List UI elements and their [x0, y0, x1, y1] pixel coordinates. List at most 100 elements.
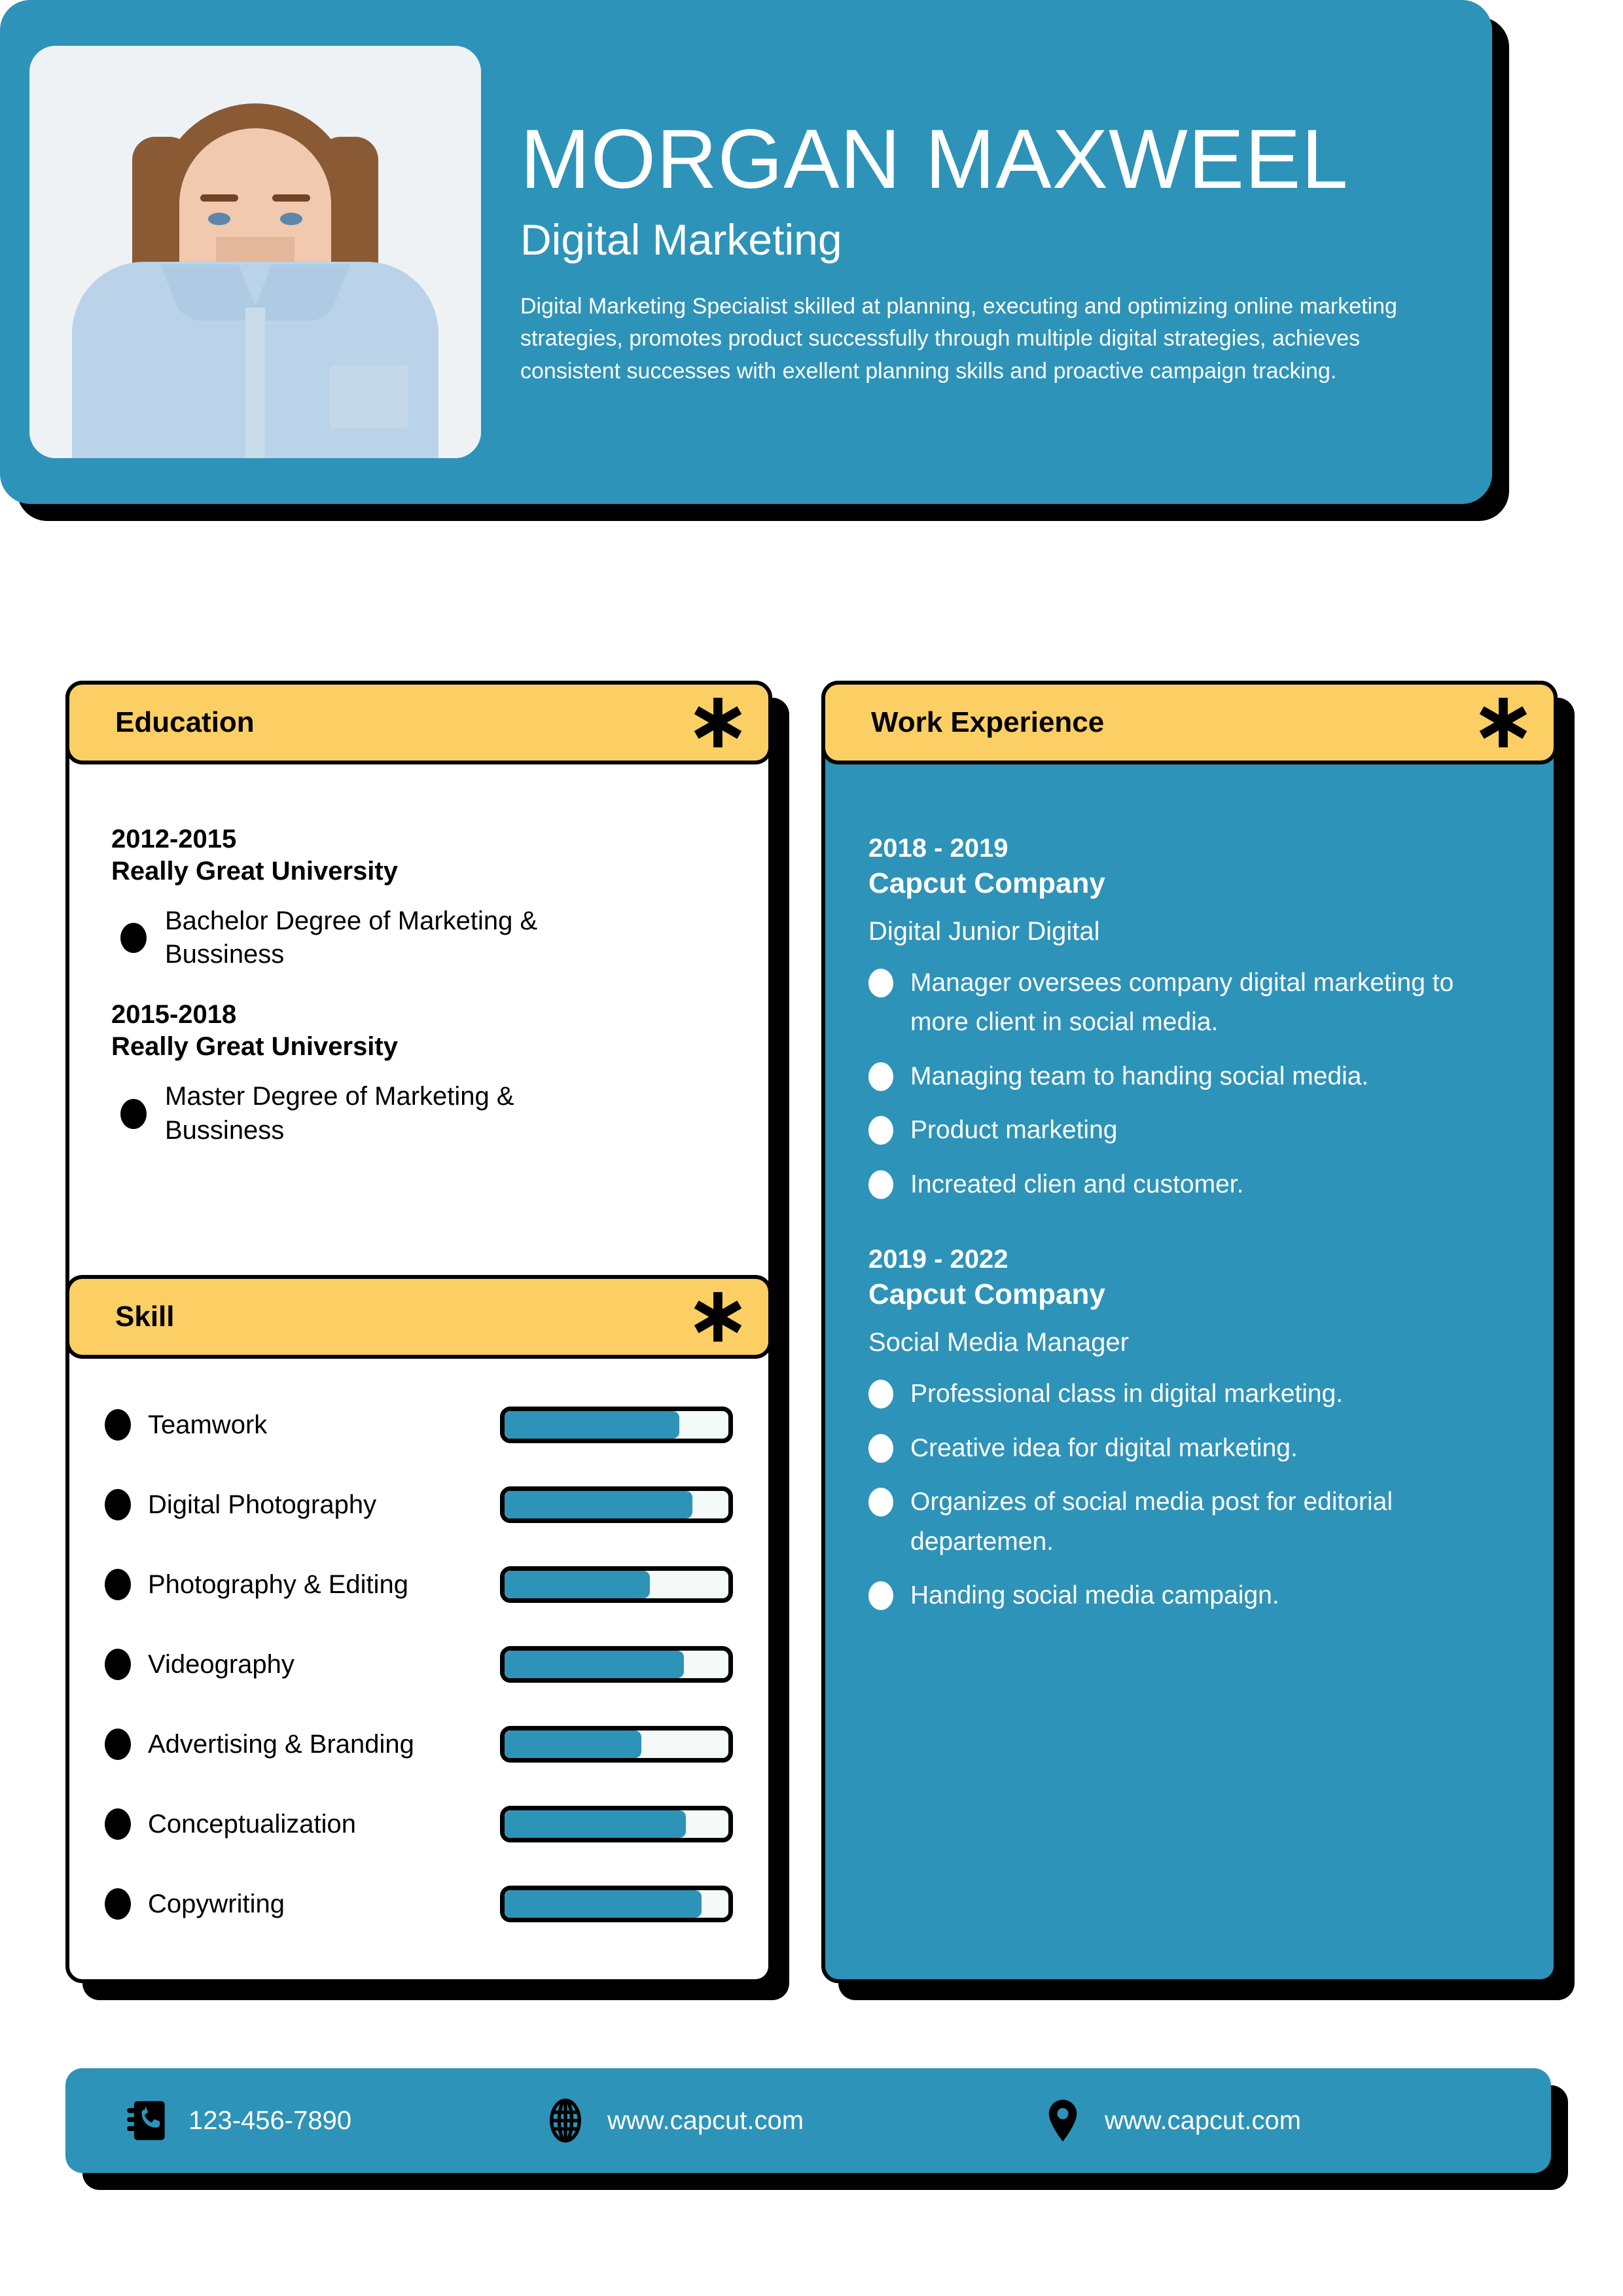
skill-progress-fill [505, 1491, 693, 1518]
work-company: Capcut Company [868, 1278, 1105, 1311]
skill-row: Digital Photography [105, 1465, 733, 1545]
education-degree: Bachelor Degree of Marketing & Bussiness [165, 906, 538, 969]
work-title: Digital Junior Digital [868, 917, 1100, 946]
skill-row: Teamwork [105, 1385, 733, 1465]
skill-row: Videography [105, 1624, 733, 1704]
education-degree-item: Bachelor Degree of Marketing & Bussiness [111, 905, 726, 971]
work-bullet-list: Professional class in digital marketing.… [868, 1374, 1510, 1615]
education-dates: 2012-2015 [111, 825, 237, 853]
work-bullet-text: Professional class in digital marketing. [910, 1380, 1344, 1408]
work-bullet-text: Increated clien and customer. [910, 1170, 1244, 1198]
bullet-dot-icon [105, 1888, 131, 1920]
bullet-dot-icon [105, 1409, 131, 1441]
bullet-circle-icon [868, 1380, 893, 1409]
education-entry: 2012-2015 Really Great University Bachel… [111, 825, 726, 971]
contact-address[interactable]: www.capcut.com [1041, 2098, 1301, 2143]
work-bullet-text: Organizes of social media post for edito… [910, 1488, 1393, 1556]
work-dates: 2019 - 2022 [868, 1245, 1008, 1274]
address-text: www.capcut.com [1105, 2106, 1302, 2135]
bullet-dot-icon [105, 1649, 131, 1680]
section-header-education: Education [65, 681, 772, 764]
skill-label: Digital Photography [148, 1490, 377, 1519]
work-dates: 2018 - 2019 [868, 834, 1008, 863]
bullet-circle-icon [868, 1488, 893, 1517]
work-bullet: Managing team to handing social media. [868, 1057, 1510, 1096]
work-bullet-text: Product marketing [910, 1116, 1118, 1145]
website-url: www.capcut.com [607, 2106, 804, 2135]
phone-icon [127, 2101, 165, 2140]
work-bullet: Organizes of social media post for edito… [868, 1482, 1510, 1562]
education-entry: 2015-2018 Really Great University Master… [111, 1000, 726, 1147]
skill-progress-bar [500, 1566, 733, 1603]
contact-footer: 123-456-7890 www.capcut.com www.capcut.c… [65, 2068, 1551, 2173]
section-header-skill: Skill [65, 1275, 772, 1359]
section-title-skill: Skill [115, 1300, 175, 1333]
section-title-education: Education [115, 706, 255, 738]
bullet-circle-icon [868, 1170, 893, 1199]
bullet-dot-icon [105, 1808, 131, 1840]
phone-number: 123-456-7890 [188, 2106, 352, 2135]
bullet-circle-icon [868, 1062, 893, 1091]
work-bullet: Creative idea for digital marketing. [868, 1429, 1510, 1468]
contact-website[interactable]: www.capcut.com [543, 2098, 1041, 2143]
education-school: Really Great University [111, 857, 398, 886]
skill-progress-fill [505, 1411, 679, 1439]
education-school: Really Great University [111, 1032, 398, 1062]
skill-row: Photography & Editing [105, 1545, 733, 1624]
skill-label: Copywriting [148, 1889, 285, 1918]
work-bullet-text: Managing team to handing social media. [910, 1062, 1369, 1090]
skill-label: Conceptualization [148, 1809, 356, 1839]
profile-summary: Digital Marketing Specialist skilled at … [520, 293, 1397, 384]
header-text-block: MORGAN MAXWEEL Digital Marketing Digital… [481, 113, 1492, 387]
globe-icon [550, 2098, 581, 2143]
skill-progress-bar [500, 1407, 733, 1443]
skill-progress-fill [505, 1731, 641, 1758]
bullet-dot-icon [105, 1489, 131, 1520]
work-bullet: Increated clien and customer. [868, 1165, 1510, 1204]
skill-list: Teamwork Digital Photography Photography… [69, 1385, 768, 1944]
asterisk-icon [1479, 698, 1527, 747]
bullet-circle-icon [868, 969, 893, 997]
bullet-dot-icon [105, 1729, 131, 1760]
skill-progress-fill [505, 1571, 651, 1598]
section-title-work-experience: Work Experience [871, 706, 1105, 738]
page-title: MORGAN MAXWEEL [520, 113, 1349, 207]
header-card: MORGAN MAXWEEL Digital Marketing Digital… [0, 0, 1492, 504]
work-experience-body: 2018 - 2019 Capcut Company Digital Junio… [825, 800, 1554, 1615]
location-pin-icon [1048, 2100, 1077, 2142]
education-body: 2012-2015 Really Great University Bachel… [69, 796, 768, 1147]
education-degree-item: Master Degree of Marketing & Bussiness [111, 1080, 726, 1147]
skill-progress-bar [500, 1726, 733, 1763]
education-dates: 2015-2018 [111, 1000, 237, 1030]
work-entry: 2019 - 2022 Capcut Company Social Media … [868, 1245, 1510, 1615]
work-entry: 2018 - 2019 Capcut Company Digital Junio… [868, 834, 1510, 1204]
skill-row: Advertising & Branding [105, 1704, 733, 1784]
skill-progress-bar [500, 1486, 733, 1523]
work-bullet-text: Handing social media campaign. [910, 1581, 1279, 1609]
work-bullet: Product marketing [868, 1111, 1510, 1150]
work-bullet-text: Creative idea for digital marketing. [910, 1433, 1298, 1462]
contact-phone[interactable]: 123-456-7890 [124, 2098, 543, 2143]
skill-progress-fill [505, 1890, 702, 1918]
asterisk-icon [694, 698, 742, 747]
left-column-card: Education 2012-2015 Really Great Univers… [65, 681, 772, 1983]
skill-progress-bar [500, 1806, 733, 1842]
education-degree: Master Degree of Marketing & Bussiness [165, 1082, 514, 1145]
avatar [29, 46, 481, 458]
work-bullet-list: Manager oversees company digital marketi… [868, 963, 1510, 1204]
bullet-circle-icon [868, 1116, 893, 1145]
skill-progress-bar [500, 1886, 733, 1922]
portrait-illustration [29, 46, 481, 458]
skill-row: Copywriting [105, 1864, 733, 1944]
bullet-dot-icon [120, 1098, 147, 1129]
asterisk-icon [694, 1292, 742, 1342]
work-company: Capcut Company [868, 867, 1105, 899]
right-column-card: Work Experience 2018 - 2019 Capcut Compa… [821, 681, 1558, 1983]
section-header-work-experience: Work Experience [821, 681, 1558, 764]
skill-progress-fill [505, 1651, 684, 1678]
skill-label: Videography [148, 1649, 294, 1679]
job-role-subtitle: Digital Marketing [520, 215, 842, 264]
bullet-dot-icon [105, 1569, 131, 1600]
work-title: Social Media Manager [868, 1328, 1129, 1357]
